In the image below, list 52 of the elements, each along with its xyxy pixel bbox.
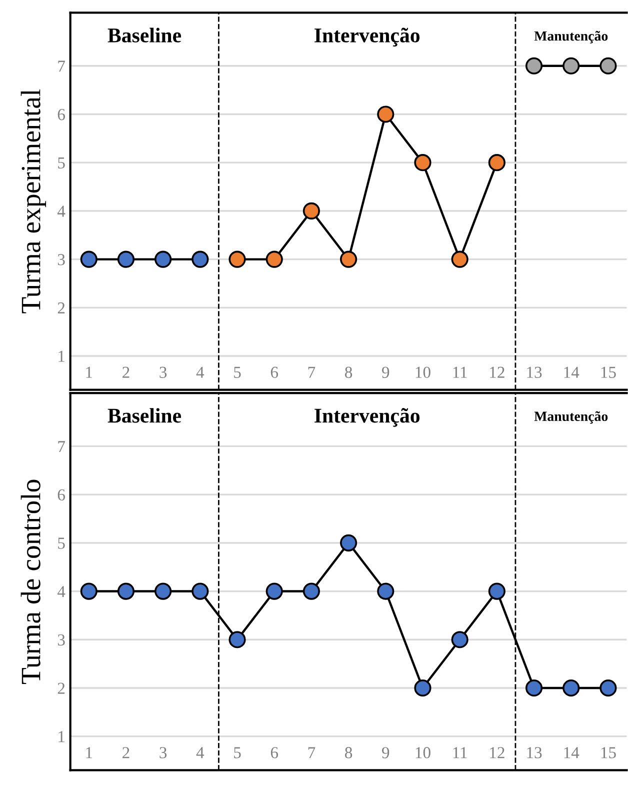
x-tick-label: 4 [196,366,204,378]
y-tick-label: 7 [58,441,65,452]
y-tick-label: 2 [58,682,65,694]
y-tick-label: 5 [58,157,65,169]
x-tick-label: 4 [196,747,204,758]
x-tick-label: 7 [308,366,316,378]
annotation: Intervenção [314,408,420,427]
x-tick-label: 10 [416,366,430,378]
y-tick-label: 3 [58,254,65,266]
x-tick-label: 11 [453,366,467,378]
x-tick-label: 11 [453,747,467,758]
annotation: Manutenção [534,30,608,44]
annotation: Baseline [108,28,182,42]
x-tick-label: 15 [601,747,616,758]
annotation: Baseline [108,408,182,423]
x-tick-label: 14 [564,747,580,758]
x-tick-label: 8 [345,366,352,378]
x-tick-label: 2 [122,366,130,378]
x-tick-label: 7 [308,747,316,758]
x-tick-label: 6 [270,366,278,378]
y-tick-label: 5 [58,538,65,549]
x-tick-label: 1 [86,366,92,378]
annotation: Manutenção [534,411,608,424]
x-tick-label: 3 [160,747,167,758]
x-tick-label: 9 [382,747,390,758]
x-tick-label: 13 [527,747,542,758]
x-tick-label: 1 [86,747,92,758]
y-tick-label: 1 [58,350,64,362]
y-tick-label: 4 [57,206,66,217]
y-tick-label: 4 [57,586,66,598]
y-tick-label: 6 [58,489,65,501]
x-tick-label: 10 [416,747,430,758]
y-tick-label: 6 [58,108,65,120]
x-tick-label: 9 [382,366,390,378]
x-tick-label: 13 [527,366,542,378]
x-tick-label: 6 [270,747,278,758]
x-tick-label: 5 [234,366,241,378]
y-tick-label: 3 [58,634,65,646]
y-axis-title: Turma experimental [20,89,46,314]
y-tick-label: 2 [58,302,65,314]
y-tick-label: 1 [58,731,64,742]
x-tick-label: 8 [345,747,352,758]
y-axis-title: Turma de controlo [20,480,40,684]
x-tick-label: 14 [564,366,580,378]
x-tick-label: 3 [160,366,167,378]
x-tick-label: 15 [601,366,616,378]
x-tick-label: 2 [122,747,130,758]
y-tick-label: 7 [58,60,65,72]
x-tick-label: 12 [490,747,504,758]
x-tick-label: 5 [234,747,241,758]
x-tick-label: 12 [490,366,504,378]
annotation: Intervenção [314,28,420,47]
